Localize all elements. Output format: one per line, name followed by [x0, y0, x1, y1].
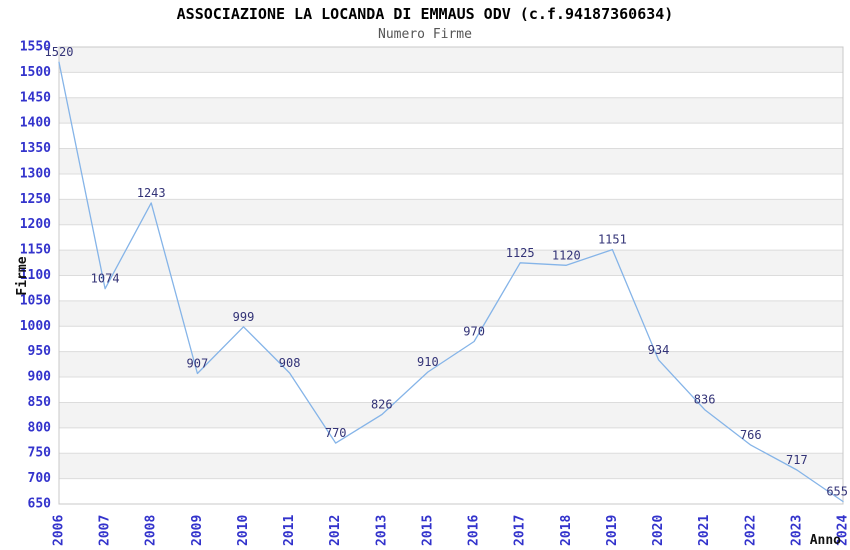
plot-band [59, 97, 843, 124]
x-tick-label: 2024 [836, 515, 850, 546]
x-tick-label: 2012 [328, 515, 343, 546]
plot-border [58, 46, 844, 505]
plot-band [59, 47, 843, 73]
data-point-label: 1243 [137, 186, 166, 200]
data-point-label: 826 [371, 398, 393, 412]
y-axis-title: Firme [15, 256, 30, 295]
y-tick-label: 850 [28, 395, 52, 410]
y-tick-label: 1450 [20, 90, 51, 105]
y-tick-label: 1100 [20, 268, 51, 283]
x-tick-label: 2023 [789, 515, 804, 546]
x-tick-label: 2015 [420, 515, 435, 546]
data-point-label: 766 [740, 428, 762, 442]
data-point-label: 970 [463, 325, 485, 339]
x-tick-label: 2021 [697, 515, 712, 546]
data-point-label: 999 [233, 310, 255, 324]
data-point-label: 717 [786, 453, 808, 467]
x-axis-title: Anno [810, 533, 841, 548]
plot-band [59, 300, 843, 327]
data-point-label: 934 [648, 343, 670, 357]
y-tick-label: 1050 [20, 293, 51, 308]
x-tick-label: 2017 [513, 515, 528, 546]
data-point-label: 1520 [45, 45, 74, 59]
x-tick-label: 2022 [743, 515, 758, 546]
chart-title: ASSOCIAZIONE LA LOCANDA DI EMMAUS ODV (c… [176, 5, 674, 23]
data-point-label: 1074 [91, 272, 120, 286]
data-point-label: 770 [325, 426, 347, 440]
x-tick-label: 2018 [559, 515, 574, 546]
x-tick-label: 2020 [651, 515, 666, 546]
y-tick-label: 950 [28, 344, 52, 359]
data-point-label: 1120 [552, 248, 581, 262]
x-tick-label: 2011 [282, 515, 297, 546]
x-tick-label: 2016 [467, 515, 482, 546]
y-tick-label: 750 [28, 446, 52, 461]
y-tick-label: 1400 [20, 116, 51, 131]
plot-band [59, 199, 843, 225]
x-tick-label: 2013 [374, 515, 389, 546]
y-tick-label: 700 [28, 471, 52, 486]
y-tick-label: 1500 [20, 65, 51, 80]
y-tick-label: 1350 [20, 141, 51, 156]
x-tick-label: 2008 [144, 515, 159, 546]
y-tick-label: 1000 [20, 319, 51, 334]
plot-band [59, 148, 843, 174]
y-tick-label: 800 [28, 420, 52, 435]
x-tick-label: 2006 [52, 515, 67, 546]
plot-band [59, 351, 843, 378]
data-point-label: 908 [279, 356, 301, 370]
y-tick-label: 1250 [20, 192, 51, 207]
data-point-label: 1151 [598, 233, 627, 247]
y-tick-label: 650 [28, 497, 52, 512]
y-tick-label: 1150 [20, 243, 51, 258]
data-point-label: 910 [417, 355, 439, 369]
data-line [58, 61, 844, 503]
data-point-label: 836 [694, 393, 716, 407]
x-tick-label: 2010 [236, 515, 251, 546]
y-tick-label: 1200 [20, 217, 51, 232]
data-point-label: 907 [187, 357, 209, 371]
plot-band [59, 250, 843, 276]
data-point-label: 655 [826, 485, 848, 499]
plot-band [59, 453, 843, 479]
x-tick-label: 2007 [98, 515, 113, 546]
y-tick-label: 900 [28, 370, 52, 385]
data-point-label: 1125 [506, 246, 535, 260]
chart-subtitle: Numero Firme [378, 27, 472, 42]
plot-band [59, 402, 843, 428]
y-tick-label: 1300 [20, 166, 51, 181]
x-tick-label: 2019 [605, 515, 620, 546]
x-tick-label: 2009 [190, 515, 205, 546]
y-tick-label: 1550 [20, 40, 51, 55]
